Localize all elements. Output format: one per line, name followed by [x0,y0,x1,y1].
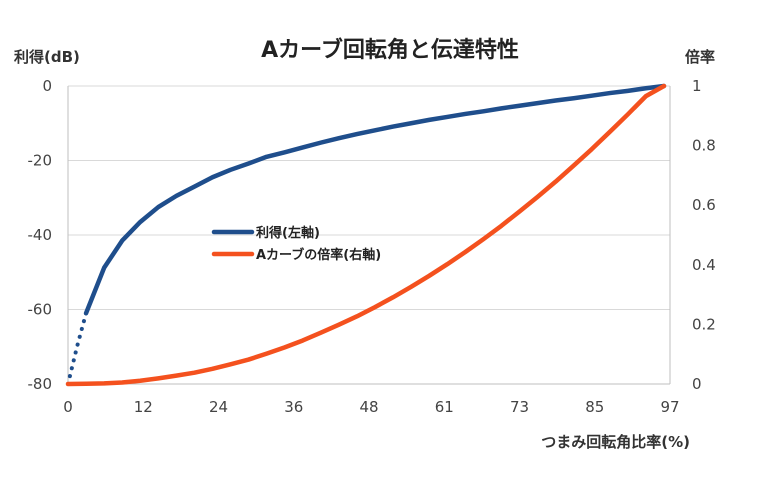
x-tick-label: 97 [660,398,679,416]
series-line-1 [65,83,667,387]
y-left-tick-label: -60 [28,301,53,319]
x-tick-label: 61 [435,398,454,416]
x-tick-label: 73 [510,398,529,416]
x-tick-label: 24 [209,398,228,416]
x-tick-label: 36 [284,398,303,416]
y-right-tick-label: 0.4 [692,256,716,274]
tick-labels: -80 -60 -40 -20 0 0 0.2 0.4 0.6 0.8 1 0 12 24 36 48 61 73… [28,77,716,416]
left-axis-title: 利得(dB) [14,48,80,66]
x-tick-label: 48 [359,398,378,416]
y-right-tick-label: 0 [692,375,702,393]
y-right-tick-label: 0.6 [692,196,716,214]
series-line-dotted-0 [66,311,89,386]
x-tick-label: 0 [63,398,73,416]
y-right-tick-label: 0.8 [692,137,716,155]
legend-label: 利得(左軸) [256,225,320,241]
right-axis-title: 倍率 [685,48,715,66]
plot-lines [65,83,667,387]
y-left-tick-label: 0 [42,77,52,95]
x-axis-title: つまみ回転角比率(%) [541,433,690,451]
legend-label: Aカーブの倍率(右軸) [256,247,381,263]
legend: 利得(左軸) Aカーブの倍率(右軸) [211,225,381,263]
y-right-tick-label: 0.2 [692,315,716,333]
chart-title: Aカーブ回転角と伝達特性 [261,37,519,63]
series-line-0 [83,83,667,316]
y-left-tick-label: -80 [28,375,53,393]
y-right-tick-label: 1 [692,77,702,95]
grid [67,85,671,385]
y-left-tick-label: -40 [28,226,53,244]
x-tick-label: 12 [134,398,153,416]
x-tick-label: 85 [585,398,604,416]
y-left-tick-label: -20 [28,152,53,170]
